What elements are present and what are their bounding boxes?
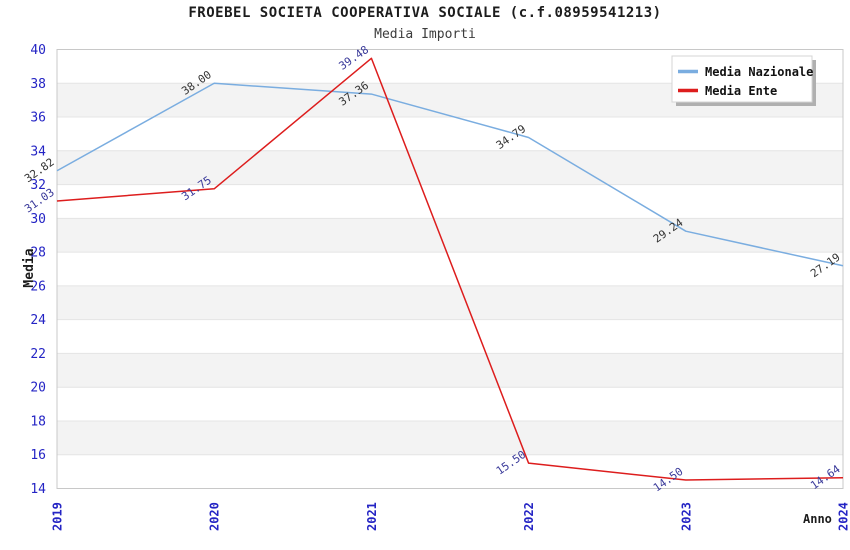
y-tick-label: 34 <box>30 144 46 159</box>
y-tick-label: 38 <box>30 77 46 92</box>
y-tick-label: 14 <box>30 482 46 497</box>
plot-band <box>57 319 843 354</box>
plot-band <box>57 353 843 388</box>
y-tick-label: 40 <box>30 43 46 58</box>
x-tick-label: 2019 <box>51 502 65 531</box>
y-tick-label: 28 <box>30 246 46 261</box>
y-tick-label: 22 <box>30 347 46 362</box>
y-tick-label: 16 <box>30 448 46 463</box>
plot-band <box>57 218 843 253</box>
plot-band <box>57 454 843 489</box>
y-tick-label: 36 <box>30 111 46 126</box>
x-axis-title: Anno <box>803 512 832 526</box>
legend-label: Media Ente <box>705 84 777 98</box>
plot-band <box>57 387 843 421</box>
series-line-ente <box>56 57 844 481</box>
y-tick-label: 24 <box>30 313 46 328</box>
plot-band <box>57 184 843 219</box>
x-tick-label: 2024 <box>837 502 850 531</box>
y-tick-label: 30 <box>30 212 46 227</box>
y-tick-label: 20 <box>30 381 46 396</box>
plot-band <box>57 117 843 151</box>
legend-label: Media Nazionale <box>705 65 813 79</box>
x-tick-label: 2020 <box>208 502 222 531</box>
chart-subtitle: Media Importi <box>374 27 476 42</box>
chart-title: FROEBEL SOCIETA COOPERATIVA SOCIALE (c.f… <box>188 5 662 21</box>
y-axis-title: Media <box>22 248 37 288</box>
legend-box <box>671 55 813 103</box>
y-tick-label: 32 <box>30 178 46 193</box>
x-tick-label: 2023 <box>679 502 693 531</box>
x-tick-label: 2022 <box>522 502 536 531</box>
plot-band <box>57 420 843 455</box>
y-tick-label: 18 <box>30 414 46 429</box>
y-tick-label: 26 <box>30 279 46 294</box>
x-tick-label: 2021 <box>365 502 379 531</box>
series-line-nazionale <box>56 82 844 267</box>
plot-border <box>56 49 844 489</box>
plot-band <box>57 285 843 320</box>
plot-band <box>57 252 843 286</box>
plot-band <box>57 150 843 185</box>
